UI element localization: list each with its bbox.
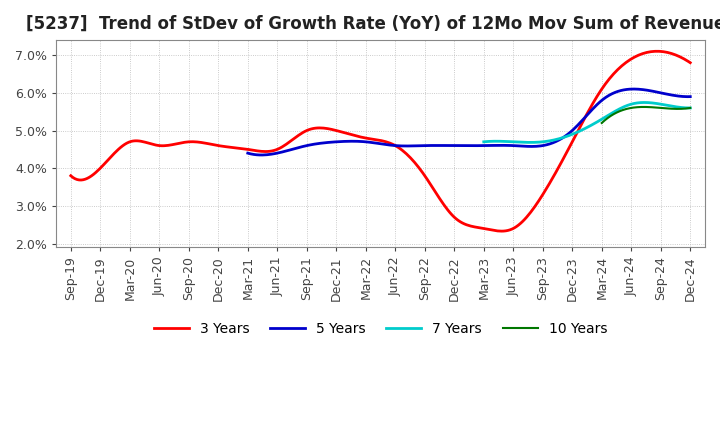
10 Years [652,105,660,110]
7 Years [526,140,534,145]
3 Years [498,228,506,234]
5 Years [647,88,656,94]
5 Years [245,151,253,156]
10 Years [598,121,606,126]
7 Years [639,100,648,105]
10 Years [639,104,648,110]
10 Years [672,106,681,111]
3 Years [436,196,444,201]
Legend: 3 Years, 5 Years, 7 Years, 10 Years: 3 Years, 5 Years, 7 Years, 10 Years [148,316,613,341]
7 Years [655,101,664,106]
Title: [5237]  Trend of StDev of Growth Rate (YoY) of 12Mo Mov Sum of Revenues: [5237] Trend of StDev of Growth Rate (Yo… [26,15,720,33]
7 Years [480,139,489,144]
10 Years [650,105,659,110]
5 Years [508,143,517,148]
10 Years [650,105,659,110]
10 Years [598,120,606,125]
3 Years [68,175,77,180]
5 Years [257,152,266,158]
7 Years [480,139,488,144]
5 Years [618,88,626,93]
3 Years [686,60,695,66]
3 Years [590,97,599,103]
Line: 3 Years: 3 Years [71,51,690,231]
7 Years [668,103,677,109]
5 Years [516,143,524,149]
7 Years [603,114,611,119]
7 Years [603,113,612,118]
3 Years [433,193,442,198]
5 Years [686,94,695,99]
Line: 7 Years: 7 Years [484,103,690,143]
7 Years [606,111,615,117]
Line: 10 Years: 10 Years [602,107,690,123]
7 Years [686,105,695,110]
3 Years [630,55,639,60]
3 Years [446,210,454,215]
5 Years [507,143,516,148]
Line: 5 Years: 5 Years [248,89,690,155]
5 Years [243,150,252,156]
5 Years [630,86,639,92]
3 Years [66,173,75,178]
3 Years [653,49,662,54]
10 Years [678,106,687,111]
10 Years [686,105,695,110]
